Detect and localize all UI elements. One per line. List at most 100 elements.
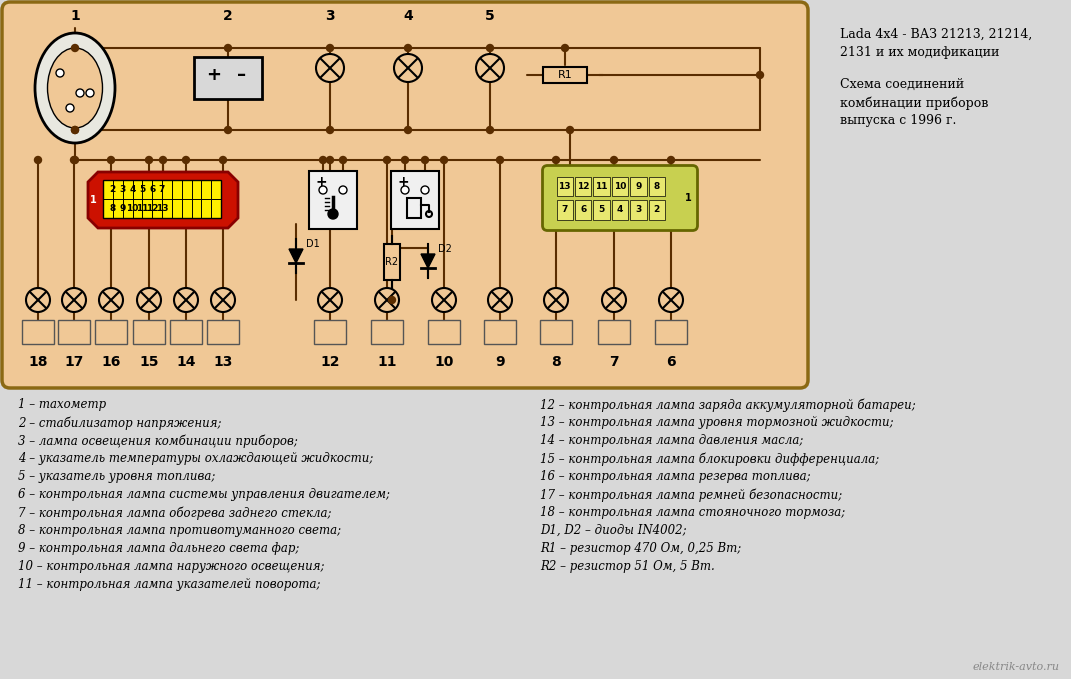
Circle shape: [319, 186, 327, 194]
Text: 7: 7: [561, 205, 568, 215]
Text: 8 – контрольная лампа противотуманного света;: 8 – контрольная лампа противотуманного с…: [18, 524, 342, 537]
Text: 1 – тахометр: 1 – тахометр: [18, 398, 106, 411]
Circle shape: [211, 288, 235, 312]
Text: 11 – контрольная лампа указателей поворота;: 11 – контрольная лампа указателей поворо…: [18, 578, 320, 591]
Circle shape: [327, 156, 333, 164]
Circle shape: [71, 156, 77, 164]
Text: +: +: [397, 175, 409, 189]
Text: 6 – контрольная лампа системы управления двигателем;: 6 – контрольная лампа системы управления…: [18, 488, 390, 501]
Circle shape: [544, 288, 568, 312]
Circle shape: [440, 156, 448, 164]
Text: 3: 3: [120, 185, 125, 194]
Circle shape: [486, 45, 494, 52]
Text: 1: 1: [90, 195, 96, 205]
Text: 8: 8: [552, 355, 561, 369]
Text: R1 – резистор 470 Ом, 0,25 Вт;: R1 – резистор 470 Ом, 0,25 Вт;: [540, 542, 741, 555]
Text: Схема соединений: Схема соединений: [840, 78, 964, 91]
Text: 8: 8: [109, 204, 116, 213]
Text: 7: 7: [609, 355, 619, 369]
Text: elektrik-avto.ru: elektrik-avto.ru: [972, 662, 1060, 672]
Text: 5 – указатель уровня топлива;: 5 – указатель уровня топлива;: [18, 470, 215, 483]
FancyBboxPatch shape: [170, 320, 202, 344]
Text: 12: 12: [320, 355, 340, 369]
Circle shape: [72, 126, 78, 134]
Text: 2 – стабилизатор напряжения;: 2 – стабилизатор напряжения;: [18, 416, 222, 430]
FancyBboxPatch shape: [598, 320, 630, 344]
Circle shape: [220, 156, 226, 164]
FancyBboxPatch shape: [371, 320, 403, 344]
Text: выпуска с 1996 г.: выпуска с 1996 г.: [840, 114, 956, 127]
Text: 4: 4: [617, 205, 623, 215]
FancyBboxPatch shape: [630, 177, 647, 196]
FancyBboxPatch shape: [391, 171, 439, 229]
Text: 9 – контрольная лампа дальнего света фар;: 9 – контрольная лампа дальнего света фар…: [18, 542, 300, 555]
FancyBboxPatch shape: [133, 320, 165, 344]
Text: 10: 10: [126, 204, 138, 213]
Text: 1: 1: [70, 9, 80, 23]
Text: 13 – контрольная лампа уровня тормозной жидкости;: 13 – контрольная лампа уровня тормозной …: [540, 416, 893, 429]
FancyBboxPatch shape: [22, 320, 54, 344]
Text: +: +: [55, 50, 65, 62]
Text: 6: 6: [666, 355, 676, 369]
Text: 15 – контрольная лампа блокировки дифференциала;: 15 – контрольная лампа блокировки диффер…: [540, 452, 879, 466]
Text: 12: 12: [577, 182, 589, 191]
Text: 10: 10: [614, 182, 627, 191]
Circle shape: [327, 126, 333, 134]
Circle shape: [476, 54, 504, 82]
Text: 14: 14: [177, 355, 196, 369]
FancyBboxPatch shape: [575, 177, 591, 196]
Text: 11: 11: [595, 182, 608, 191]
Circle shape: [72, 156, 78, 164]
Circle shape: [497, 156, 503, 164]
Text: R1: R1: [558, 70, 572, 80]
Circle shape: [72, 126, 78, 134]
Circle shape: [421, 186, 429, 194]
Text: 18 – контрольная лампа стояночного тормоза;: 18 – контрольная лампа стояночного тормо…: [540, 506, 845, 519]
FancyBboxPatch shape: [103, 180, 221, 218]
Polygon shape: [289, 249, 303, 263]
Circle shape: [375, 288, 399, 312]
Circle shape: [401, 186, 409, 194]
Text: 7 – контрольная лампа обогрева заднего стекла;: 7 – контрольная лампа обогрева заднего с…: [18, 506, 332, 519]
Circle shape: [561, 45, 569, 52]
FancyBboxPatch shape: [58, 320, 90, 344]
Circle shape: [488, 288, 512, 312]
Text: D2: D2: [438, 244, 452, 254]
Text: 6: 6: [149, 185, 155, 194]
Ellipse shape: [35, 33, 115, 143]
Circle shape: [659, 288, 683, 312]
Text: 2: 2: [653, 205, 660, 215]
Text: 13: 13: [155, 204, 168, 213]
FancyBboxPatch shape: [428, 320, 461, 344]
Text: 3 – лампа освещения комбинации приборов;: 3 – лампа освещения комбинации приборов;: [18, 434, 298, 447]
Text: 3: 3: [635, 205, 642, 215]
Text: 7: 7: [159, 185, 165, 194]
FancyBboxPatch shape: [557, 200, 573, 219]
Polygon shape: [421, 254, 435, 268]
Text: 10 – контрольная лампа наружного освещения;: 10 – контрольная лампа наружного освещен…: [18, 560, 325, 573]
Text: 17: 17: [64, 355, 84, 369]
Circle shape: [340, 186, 347, 194]
Circle shape: [389, 297, 395, 304]
Circle shape: [318, 288, 342, 312]
Text: 14 – контрольная лампа давления масла;: 14 – контрольная лампа давления масла;: [540, 434, 803, 447]
Circle shape: [56, 69, 64, 77]
FancyBboxPatch shape: [310, 171, 357, 229]
Text: комбинации приборов: комбинации приборов: [840, 96, 989, 109]
Circle shape: [146, 156, 152, 164]
Polygon shape: [88, 172, 238, 228]
Circle shape: [340, 156, 347, 164]
Circle shape: [26, 288, 50, 312]
Text: 5: 5: [485, 9, 495, 23]
FancyBboxPatch shape: [557, 177, 573, 196]
Text: 9: 9: [635, 182, 642, 191]
FancyBboxPatch shape: [612, 177, 629, 196]
FancyBboxPatch shape: [630, 200, 647, 219]
FancyBboxPatch shape: [593, 200, 609, 219]
Circle shape: [174, 288, 198, 312]
Text: 6: 6: [580, 205, 586, 215]
Text: +: +: [207, 66, 222, 84]
Text: –: –: [238, 66, 246, 84]
Circle shape: [383, 156, 391, 164]
Text: D1: D1: [306, 239, 320, 249]
